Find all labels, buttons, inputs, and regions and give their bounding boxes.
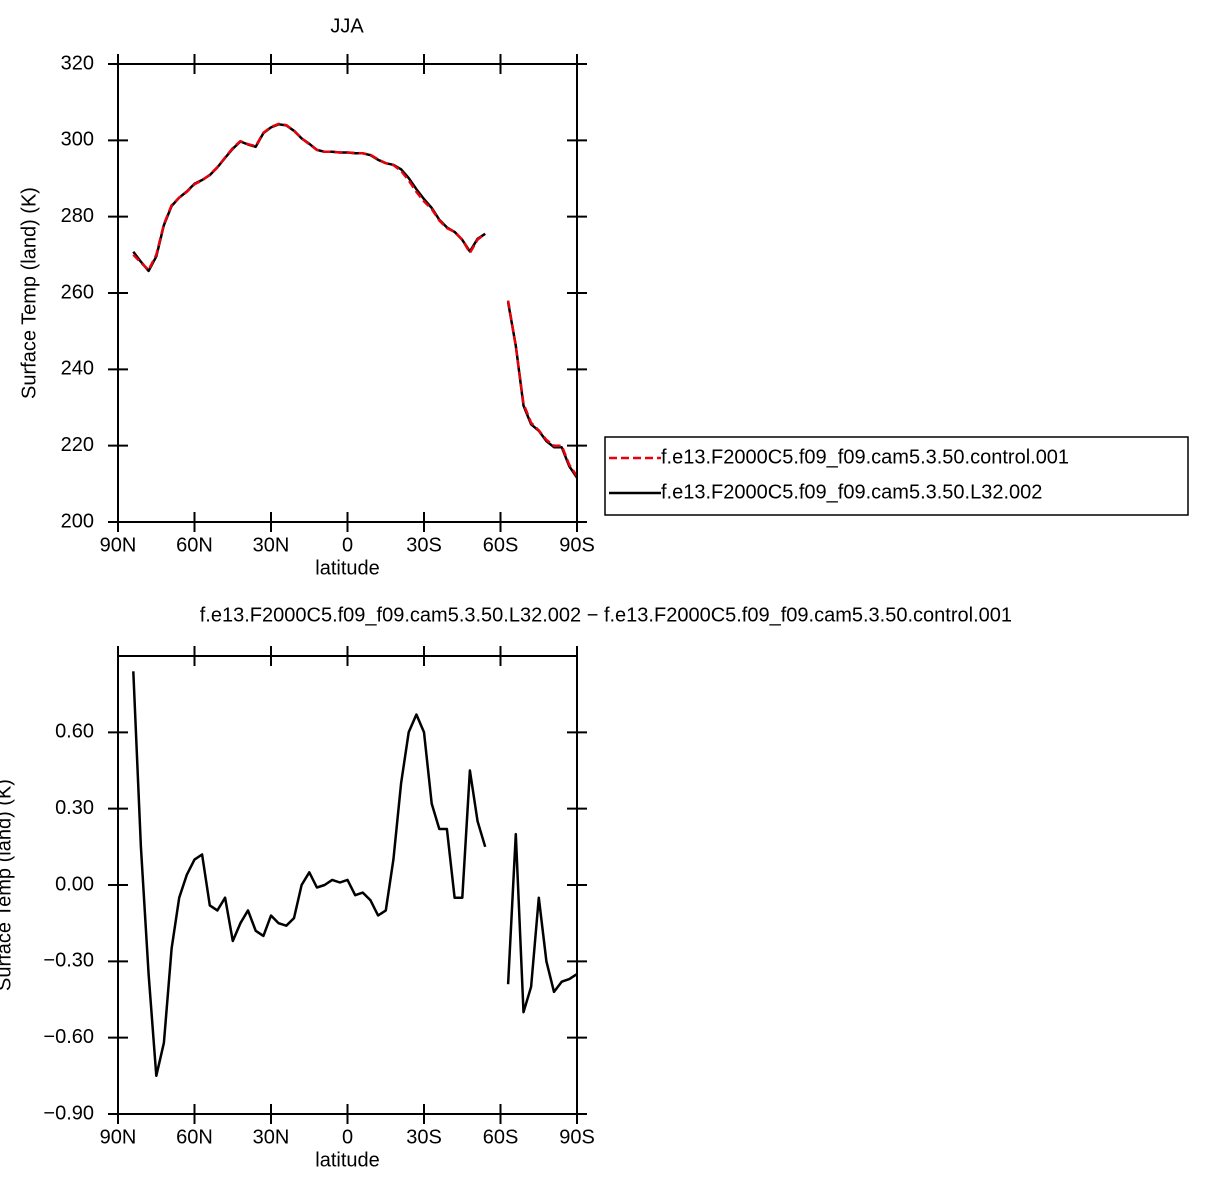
y-tick-label: −0.60: [43, 1026, 94, 1048]
x-tick-label: 0: [342, 534, 353, 556]
y-axis-label: Surface Temp (land) (K): [0, 779, 15, 991]
y-tick-label: −0.30: [43, 950, 94, 972]
y-tick-label: −0.90: [43, 1102, 94, 1124]
plot-frame: [117, 63, 578, 523]
x-tick-label: 90N: [100, 534, 137, 556]
y-tick-label: 280: [61, 205, 94, 227]
data-line: [132, 122, 579, 477]
x-tick-label: 60N: [176, 534, 213, 556]
legend-label: f.e13.F2000C5.f09_f09.cam5.3.50.control.…: [661, 446, 1069, 468]
y-axis-label: Surface Temp (land) (K): [18, 187, 40, 399]
y-tick-label: 0.30: [55, 797, 94, 819]
y-tick-label: 200: [61, 510, 94, 532]
chart-title: JJA: [330, 15, 364, 37]
x-tick-label: 90N: [100, 1126, 137, 1148]
chart-title: f.e13.F2000C5.f09_f09.cam5.3.50.L32.002 …: [200, 604, 1012, 626]
y-tick-label: 300: [61, 129, 94, 151]
x-tick-label: 30N: [253, 1126, 290, 1148]
x-axis-label: latitude: [315, 1149, 380, 1171]
x-tick-label: 30S: [406, 534, 442, 556]
data-line: [132, 123, 579, 479]
x-tick-label: 30N: [253, 534, 290, 556]
x-tick-label: 60N: [176, 1126, 213, 1148]
data-line: [132, 671, 578, 1078]
y-tick-label: 0.00: [55, 873, 94, 895]
y-tick-label: 220: [61, 434, 94, 456]
legend-box: [604, 436, 1189, 516]
x-axis-label: latitude: [315, 557, 380, 579]
y-tick-label: 320: [61, 52, 94, 74]
y-tick-label: 0.60: [55, 721, 94, 743]
legend-label: f.e13.F2000C5.f09_f09.cam5.3.50.L32.002: [661, 481, 1042, 503]
plot-frame: [117, 655, 578, 1115]
y-tick-label: 260: [61, 281, 94, 303]
x-tick-label: 60S: [483, 1126, 519, 1148]
y-tick-label: 240: [61, 358, 94, 380]
x-tick-label: 30S: [406, 1126, 442, 1148]
x-tick-label: 0: [342, 1126, 353, 1148]
x-tick-label: 90S: [559, 1126, 595, 1148]
x-tick-label: 90S: [559, 534, 595, 556]
x-tick-label: 60S: [483, 534, 519, 556]
